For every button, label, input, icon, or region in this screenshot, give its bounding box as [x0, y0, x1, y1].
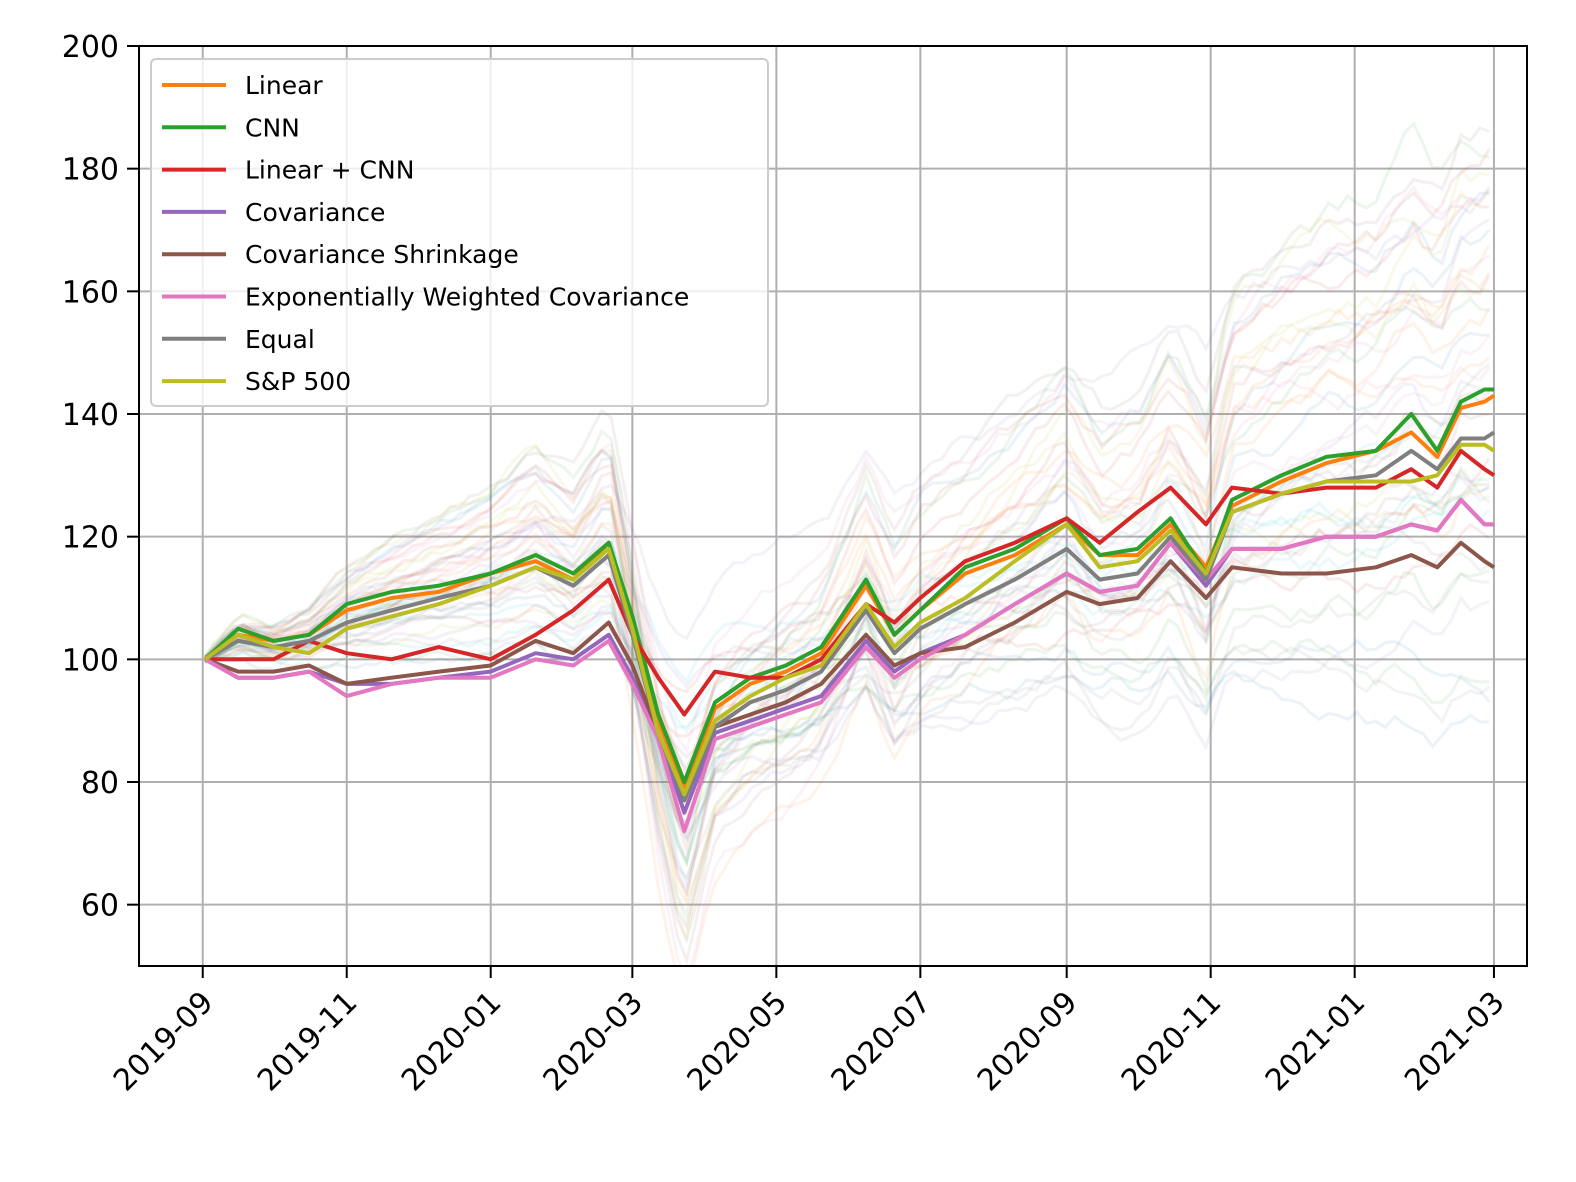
background-asset-line [204, 457, 1491, 694]
series-line-0 [203, 393, 1496, 791]
y-tick-label: 120 [62, 521, 119, 556]
legend-label: Linear [245, 71, 323, 100]
y-axis: 60 80 100 120 140 160 180 200 [62, 30, 139, 924]
background-asset-line [204, 184, 1491, 755]
background-asset-line [203, 121, 1490, 869]
background-asset-line [203, 307, 1491, 773]
series-lines [203, 387, 1496, 834]
background-asset-line [204, 365, 1491, 966]
legend-label: Exponentially Weighted Covariance [245, 283, 689, 312]
legend-box [150, 58, 769, 407]
y-tick-label: 140 [62, 398, 119, 433]
series-line-4 [204, 540, 1496, 803]
y-tick-label: 180 [62, 153, 119, 188]
series-line-5 [204, 497, 1494, 834]
background-asset-line [203, 125, 1490, 797]
y-tick-label: 100 [62, 643, 119, 678]
background-asset-line [204, 594, 1490, 842]
background-asset-line [203, 166, 1490, 906]
background-asset-line [204, 594, 1491, 804]
background-asset-line [204, 196, 1490, 856]
legend-label: Covariance [245, 198, 385, 227]
y-tick-label: 80 [81, 766, 119, 801]
background-asset-line [204, 272, 1491, 818]
background-asset-line [204, 571, 1490, 881]
legend-label: Covariance Shrinkage [245, 240, 519, 269]
background-asset-line [204, 334, 1491, 812]
series-line-7 [203, 442, 1496, 797]
legend-label: Equal [245, 325, 315, 354]
legend-label: S&P 500 [245, 367, 351, 396]
background-asset-line [203, 274, 1491, 898]
background-asset-line [204, 187, 1491, 944]
y-tick-label: 200 [62, 30, 119, 65]
background-asset-line [204, 190, 1491, 663]
background-asset-line [204, 296, 1490, 808]
background-asset-line [203, 331, 1490, 865]
background-asset-line [204, 638, 1490, 802]
y-tick-label: 60 [81, 889, 119, 924]
legend-label: CNN [245, 113, 300, 142]
plot-frame [138, 45, 1528, 967]
background-asset-line [203, 191, 1490, 841]
y-tick-label: 160 [62, 275, 119, 310]
legend: Linear CNN Linear + CNN Covariance Covarianc… [150, 58, 769, 407]
background-asset-line [204, 218, 1490, 897]
legend-label: Linear + CNN [245, 156, 414, 185]
background-asset-line [204, 148, 1491, 779]
background-asset-line [204, 627, 1490, 827]
background-asset-line [204, 244, 1491, 835]
series-line-1 [203, 387, 1494, 784]
background-asset-line [204, 575, 1491, 845]
